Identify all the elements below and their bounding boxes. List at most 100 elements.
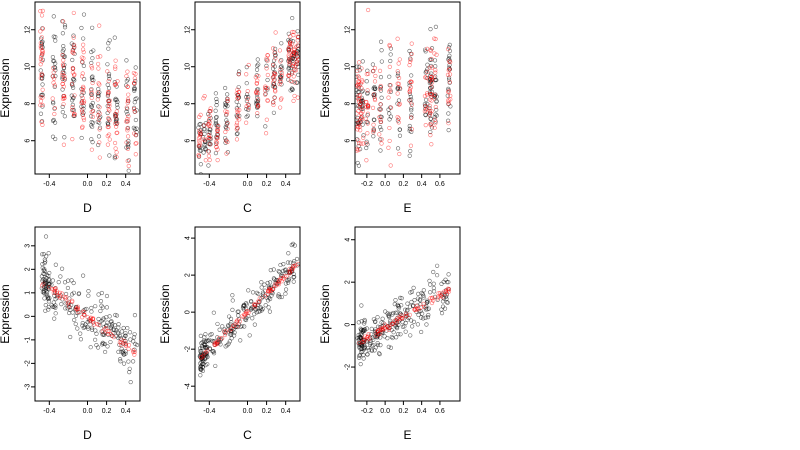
- black-point: [446, 86, 451, 91]
- black-point: [440, 304, 446, 309]
- x-axis-title: C: [243, 428, 252, 442]
- black-point: [427, 278, 432, 283]
- red-point: [62, 76, 67, 81]
- black-point: [386, 344, 391, 350]
- red-point: [71, 50, 76, 56]
- red-point: [427, 108, 433, 113]
- red-point: [408, 85, 414, 90]
- black-point: [70, 107, 75, 112]
- black-point: [285, 260, 290, 265]
- black-point: [407, 123, 412, 129]
- black-point: [119, 349, 124, 354]
- black-point: [112, 80, 117, 85]
- black-point: [223, 136, 228, 141]
- black-point: [214, 96, 219, 102]
- black-point: [79, 25, 84, 31]
- black-point: [73, 313, 79, 318]
- black-point: [364, 139, 369, 144]
- black-point: [236, 313, 241, 318]
- red-point: [365, 111, 371, 116]
- black-point: [106, 46, 111, 51]
- y-tick-label: -4: [184, 383, 191, 389]
- black-point: [373, 319, 378, 324]
- red-point: [115, 130, 120, 135]
- red-point: [363, 116, 368, 121]
- red-point: [356, 81, 361, 86]
- red-point: [407, 98, 412, 103]
- black-point: [104, 305, 109, 310]
- black-point: [368, 340, 373, 345]
- red-point: [70, 108, 75, 113]
- black-point: [53, 311, 58, 316]
- red-point: [112, 140, 118, 146]
- red-point: [225, 98, 230, 104]
- black-point: [246, 288, 251, 293]
- red-point: [395, 69, 400, 74]
- red-point: [40, 122, 45, 127]
- black-point: [50, 134, 56, 139]
- black-point: [409, 129, 414, 134]
- black-point: [86, 288, 91, 294]
- black-point: [446, 128, 451, 133]
- black-point: [51, 117, 56, 123]
- red-point: [52, 105, 57, 111]
- black-point: [424, 300, 429, 305]
- black-point: [370, 335, 375, 340]
- red-point: [60, 81, 65, 87]
- red-point: [255, 102, 261, 107]
- black-point: [104, 293, 110, 299]
- black-point: [266, 305, 271, 310]
- red-point: [425, 92, 430, 98]
- red-point: [132, 81, 137, 86]
- black-point: [198, 172, 203, 174]
- red-point: [223, 129, 228, 135]
- red-point: [40, 26, 46, 31]
- black-point: [272, 277, 277, 282]
- black-point: [63, 306, 68, 311]
- black-point: [378, 137, 383, 142]
- black-point: [238, 338, 243, 343]
- red-point: [433, 104, 438, 110]
- black-point: [125, 125, 131, 131]
- red-point: [40, 95, 45, 100]
- red-point: [60, 62, 66, 67]
- black-point: [279, 41, 284, 46]
- red-point: [227, 328, 232, 333]
- x-tick-label: 0.2: [399, 181, 409, 188]
- black-point: [236, 309, 241, 314]
- red-point: [389, 321, 394, 327]
- red-point: [357, 120, 362, 125]
- red-point: [395, 81, 400, 86]
- black-point: [290, 15, 295, 21]
- x-tick-label: -0.4: [43, 181, 55, 188]
- red-point: [205, 348, 210, 353]
- black-point: [379, 127, 384, 132]
- red-point: [38, 40, 43, 46]
- black-point: [105, 122, 111, 127]
- black-point: [60, 104, 65, 109]
- x-tick-label: 0.2: [102, 181, 112, 188]
- y-tick-label: -2: [344, 364, 351, 370]
- black-point: [90, 56, 95, 61]
- red-point: [125, 134, 131, 139]
- red-point: [235, 95, 240, 101]
- black-point: [236, 103, 241, 108]
- black-point: [240, 323, 245, 329]
- red-point: [409, 41, 414, 46]
- red-point: [423, 103, 428, 109]
- red-point: [235, 125, 240, 130]
- black-point: [42, 277, 47, 282]
- black-point: [432, 58, 438, 63]
- red-point: [370, 69, 375, 74]
- red-point: [47, 285, 52, 290]
- black-point: [42, 296, 47, 301]
- red-point: [407, 87, 413, 92]
- black-point: [41, 288, 47, 293]
- red-point: [237, 117, 242, 122]
- red-point: [225, 126, 230, 131]
- black-point: [380, 316, 385, 321]
- black-point: [121, 325, 126, 331]
- black-point: [434, 113, 439, 118]
- black-point: [56, 280, 61, 285]
- red-point: [291, 61, 296, 66]
